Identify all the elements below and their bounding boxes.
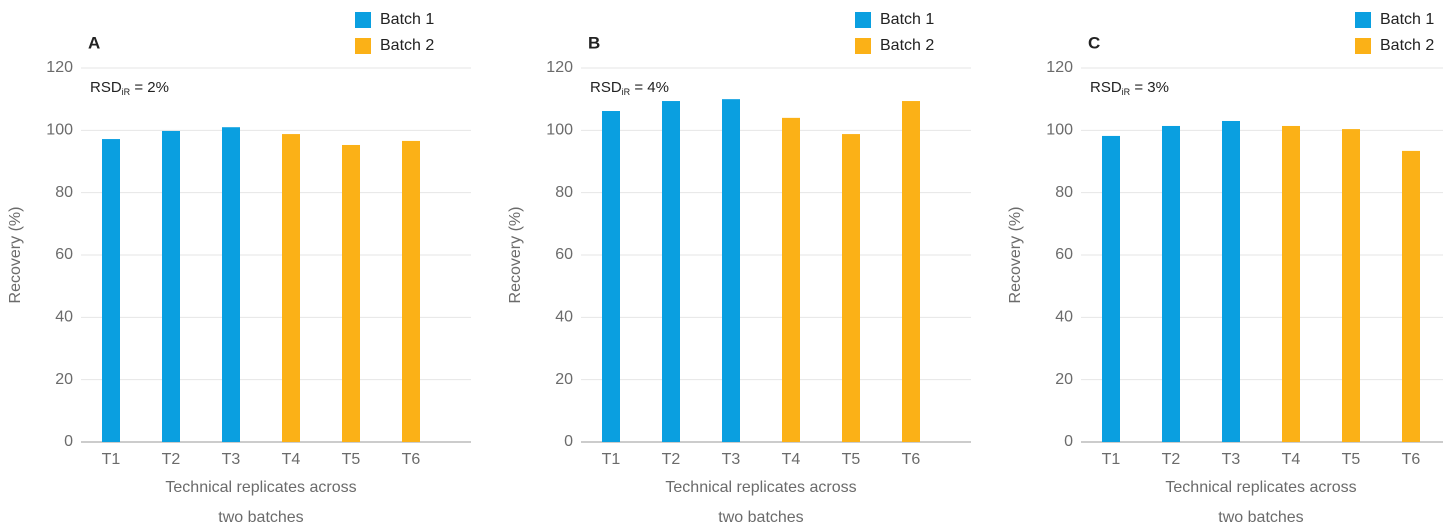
y-tick-label: 120: [546, 59, 573, 76]
x-tick-label: T4: [782, 451, 801, 468]
legend-label: Batch 1: [380, 11, 434, 28]
bar: [1402, 150, 1420, 443]
x-axis-label: Technical replicates across: [165, 479, 356, 496]
x-tick-label: T4: [282, 451, 301, 468]
y-tick-label: 20: [55, 371, 73, 388]
x-tick-label: T6: [902, 451, 921, 468]
bar: [1222, 120, 1240, 442]
x-tick-label: T4: [1282, 451, 1301, 468]
y-tick-label: 80: [555, 184, 573, 201]
legend-label: Batch 2: [1380, 37, 1434, 54]
x-axis-label: Technical replicates across: [665, 479, 856, 496]
legend-label: Batch 1: [1380, 11, 1434, 28]
legend-swatch: [855, 38, 871, 54]
bar: [1342, 129, 1360, 442]
bar: [282, 134, 300, 442]
bar: [902, 101, 920, 442]
bar: [842, 134, 860, 442]
x-axis-label: two batches: [1218, 509, 1303, 525]
panel: 0 20 40 60 80 100 120 Recovery (%) Technical rep…: [7, 11, 471, 525]
annotation-suffix: = 4%: [630, 79, 669, 96]
annotation-subscript: iR: [1122, 87, 1131, 97]
y-tick-label: 120: [1046, 59, 1073, 76]
bar: [602, 111, 620, 442]
y-tick-label: 100: [1046, 122, 1073, 139]
bar: [222, 127, 240, 442]
y-tick-label: 60: [55, 246, 73, 263]
legend-label: Batch 2: [880, 37, 934, 54]
annotation-suffix: = 3%: [1130, 79, 1169, 96]
x-tick-label: T3: [722, 451, 741, 468]
y-tick-label: 0: [64, 433, 73, 450]
bar: [662, 101, 680, 442]
y-axis-label: Recovery (%): [1007, 207, 1024, 304]
x-tick-label: T3: [1222, 451, 1241, 468]
x-axis-label: Technical replicates across: [1165, 479, 1356, 496]
y-tick-label: 40: [555, 309, 573, 326]
x-tick-label: T2: [162, 451, 181, 468]
x-tick-label: T2: [662, 451, 681, 468]
y-tick-label: 0: [564, 433, 573, 450]
y-tick-label: 0: [1064, 433, 1073, 450]
y-tick-label: 20: [1055, 371, 1073, 388]
legend-swatch: [355, 12, 371, 28]
annotation-text: RSD: [90, 79, 122, 96]
panel: 0 20 40 60 80 100 120 Recovery (%) Technical rep…: [1007, 11, 1443, 525]
panel-label: C: [1088, 33, 1100, 52]
y-tick-label: 40: [55, 309, 73, 326]
y-tick-label: 40: [1055, 309, 1073, 326]
y-tick-label: 100: [46, 122, 73, 139]
y-axis-label: Recovery (%): [507, 207, 524, 304]
bar: [1162, 125, 1180, 442]
legend-label: Batch 2: [380, 37, 434, 54]
x-axis-label: two batches: [218, 509, 303, 525]
legend-swatch: [855, 12, 871, 28]
y-tick-label: 80: [55, 184, 73, 201]
y-tick-label: 100: [546, 122, 573, 139]
annotation-subscript: iR: [122, 87, 131, 97]
legend-swatch: [355, 38, 371, 54]
x-tick-label: T5: [842, 451, 861, 468]
x-tick-label: T6: [1402, 451, 1421, 468]
panel-label: B: [588, 33, 600, 52]
x-tick-label: T5: [342, 451, 361, 468]
annotation: RSDiR = 4%: [590, 79, 669, 97]
bar: [342, 144, 360, 442]
panel-label: A: [88, 33, 100, 52]
x-tick-label: T1: [1102, 451, 1121, 468]
y-tick-label: 80: [1055, 184, 1073, 201]
y-axis-label: Recovery (%): [7, 207, 24, 304]
legend-swatch: [1355, 12, 1371, 28]
bar: [162, 130, 180, 442]
annotation: RSDiR = 2%: [90, 79, 169, 97]
x-tick-label: T6: [402, 451, 421, 468]
x-tick-label: T2: [1162, 451, 1181, 468]
x-tick-label: T1: [602, 451, 621, 468]
bar: [1102, 135, 1120, 442]
bar: [1282, 125, 1300, 442]
y-tick-label: 120: [46, 59, 73, 76]
x-tick-label: T1: [102, 451, 121, 468]
x-tick-label: T3: [222, 451, 241, 468]
annotation-suffix: = 2%: [130, 79, 169, 96]
annotation-text: RSD: [1090, 79, 1122, 96]
x-axis-label: two batches: [718, 509, 803, 525]
annotation: RSDiR = 3%: [1090, 79, 1169, 97]
bar: [782, 117, 800, 442]
panel: 0 20 40 60 80 100 120 Recovery (%) Technical rep…: [507, 11, 971, 525]
bar: [102, 139, 120, 442]
annotation-text: RSD: [590, 79, 622, 96]
y-tick-label: 60: [1055, 246, 1073, 263]
legend-swatch: [1355, 38, 1371, 54]
y-tick-label: 20: [555, 371, 573, 388]
annotation-subscript: iR: [622, 87, 631, 97]
x-tick-label: T5: [1342, 451, 1361, 468]
bar: [722, 99, 740, 443]
y-tick-label: 60: [555, 246, 573, 263]
legend-label: Batch 1: [880, 11, 934, 28]
bar: [402, 140, 420, 442]
